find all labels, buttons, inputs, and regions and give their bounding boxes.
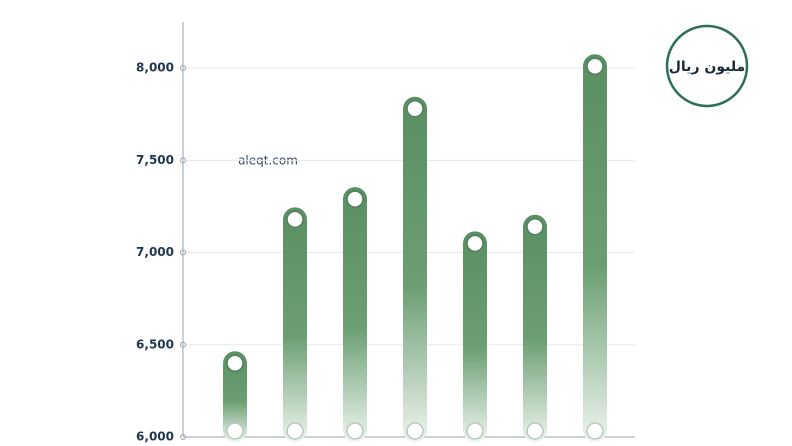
bar-top-dot: [466, 234, 484, 253]
bar-top-dot: [406, 99, 424, 118]
bar-top-dot: [226, 354, 244, 372]
y-tick-label: 6,500: [136, 337, 174, 351]
bar-top-dot: [526, 217, 544, 236]
bar-base-dot: [346, 422, 364, 440]
bar: [343, 187, 367, 442]
y-tick-label: 7,500: [136, 153, 174, 167]
bar: [523, 214, 547, 442]
unit-badge: [665, 24, 749, 108]
bar: [283, 207, 307, 442]
bar: [403, 96, 427, 442]
bar-base-dot: [406, 422, 424, 440]
bar-base-dot: [226, 422, 244, 440]
bar-base-dot: [286, 422, 304, 440]
bar-base-dot: [586, 422, 604, 440]
bar: [223, 351, 247, 442]
bar: [463, 231, 487, 442]
bar-base-dot: [466, 422, 484, 440]
bar-top-dot: [346, 190, 364, 208]
unit-label: مليون ريال: [669, 59, 745, 75]
y-tick-label: 7,000: [136, 245, 174, 259]
y-tick-label: 8,000: [136, 61, 174, 75]
y-tick-label: 6,000: [136, 430, 174, 444]
bar-base-dot: [526, 422, 544, 440]
bar-top-dot: [286, 210, 304, 229]
bar-top-dot: [586, 57, 604, 76]
bar: [583, 54, 607, 443]
